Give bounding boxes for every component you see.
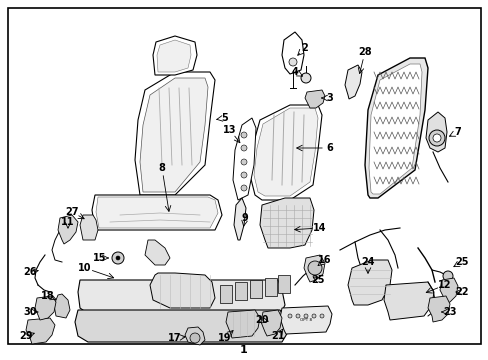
Text: 16: 16: [318, 255, 331, 265]
Polygon shape: [368, 64, 421, 194]
Polygon shape: [184, 327, 204, 345]
Circle shape: [319, 314, 324, 318]
Text: 11: 11: [61, 217, 75, 227]
Polygon shape: [153, 36, 197, 75]
Circle shape: [311, 314, 315, 318]
Text: 30: 30: [23, 307, 37, 317]
Polygon shape: [92, 195, 222, 230]
Text: 15: 15: [93, 253, 106, 263]
Text: 3: 3: [326, 93, 333, 103]
Circle shape: [116, 256, 120, 260]
Text: 27: 27: [65, 207, 79, 217]
Polygon shape: [220, 285, 231, 303]
Circle shape: [112, 252, 124, 264]
Text: 5: 5: [221, 113, 228, 123]
Polygon shape: [234, 198, 245, 240]
Text: 12: 12: [437, 280, 451, 290]
Polygon shape: [232, 118, 256, 200]
Circle shape: [307, 261, 321, 275]
Text: 1: 1: [240, 345, 247, 355]
Polygon shape: [439, 278, 457, 304]
Polygon shape: [75, 310, 287, 342]
Polygon shape: [225, 310, 260, 338]
Text: 17: 17: [168, 333, 182, 343]
Circle shape: [442, 271, 452, 281]
Polygon shape: [425, 112, 446, 152]
Polygon shape: [235, 282, 246, 300]
Polygon shape: [278, 275, 289, 293]
Polygon shape: [145, 240, 170, 265]
Polygon shape: [304, 255, 325, 282]
Circle shape: [295, 314, 299, 318]
Circle shape: [241, 172, 246, 178]
Circle shape: [304, 314, 307, 318]
Polygon shape: [80, 215, 98, 240]
Text: 20: 20: [255, 315, 268, 325]
Text: 6: 6: [326, 143, 333, 153]
Polygon shape: [26, 318, 55, 344]
Text: 23: 23: [442, 307, 456, 317]
Circle shape: [241, 132, 246, 138]
Polygon shape: [96, 197, 218, 228]
Text: 24: 24: [361, 257, 374, 267]
Circle shape: [287, 314, 291, 318]
Polygon shape: [260, 198, 313, 248]
Polygon shape: [58, 215, 78, 244]
Polygon shape: [157, 40, 191, 72]
Text: 21: 21: [271, 331, 284, 341]
Polygon shape: [35, 296, 56, 320]
Text: 28: 28: [357, 47, 371, 57]
Text: 2: 2: [301, 43, 308, 53]
Text: 29: 29: [19, 331, 33, 341]
Text: 26: 26: [23, 267, 37, 277]
Polygon shape: [364, 58, 427, 198]
Polygon shape: [280, 306, 331, 334]
Circle shape: [428, 130, 444, 146]
Text: 18: 18: [41, 291, 55, 301]
Polygon shape: [78, 280, 285, 315]
Polygon shape: [345, 65, 361, 99]
Polygon shape: [135, 72, 215, 195]
Circle shape: [301, 73, 310, 83]
Polygon shape: [305, 90, 325, 108]
Text: 10: 10: [78, 263, 92, 273]
Text: 4: 4: [291, 67, 298, 77]
Polygon shape: [264, 278, 276, 296]
Text: 14: 14: [313, 223, 326, 233]
Circle shape: [288, 58, 296, 66]
Text: 25: 25: [454, 257, 468, 267]
Polygon shape: [427, 296, 449, 322]
Polygon shape: [383, 282, 433, 320]
Text: 25: 25: [311, 275, 324, 285]
Polygon shape: [150, 273, 215, 308]
Text: 19: 19: [218, 333, 231, 343]
Polygon shape: [347, 260, 391, 305]
Text: OPT 8: OPT 8: [299, 318, 311, 322]
Text: 9: 9: [241, 213, 248, 223]
Text: 13: 13: [223, 125, 236, 135]
Polygon shape: [249, 105, 321, 200]
Circle shape: [241, 185, 246, 191]
Circle shape: [432, 134, 440, 142]
Polygon shape: [140, 78, 207, 192]
Circle shape: [241, 159, 246, 165]
Polygon shape: [261, 310, 282, 336]
Text: 22: 22: [454, 287, 468, 297]
Circle shape: [241, 145, 246, 151]
Polygon shape: [54, 294, 70, 318]
Polygon shape: [253, 108, 317, 196]
Text: 8: 8: [158, 163, 165, 173]
Circle shape: [190, 333, 200, 343]
Polygon shape: [249, 280, 262, 298]
Polygon shape: [282, 32, 304, 74]
Text: 7: 7: [454, 127, 461, 137]
